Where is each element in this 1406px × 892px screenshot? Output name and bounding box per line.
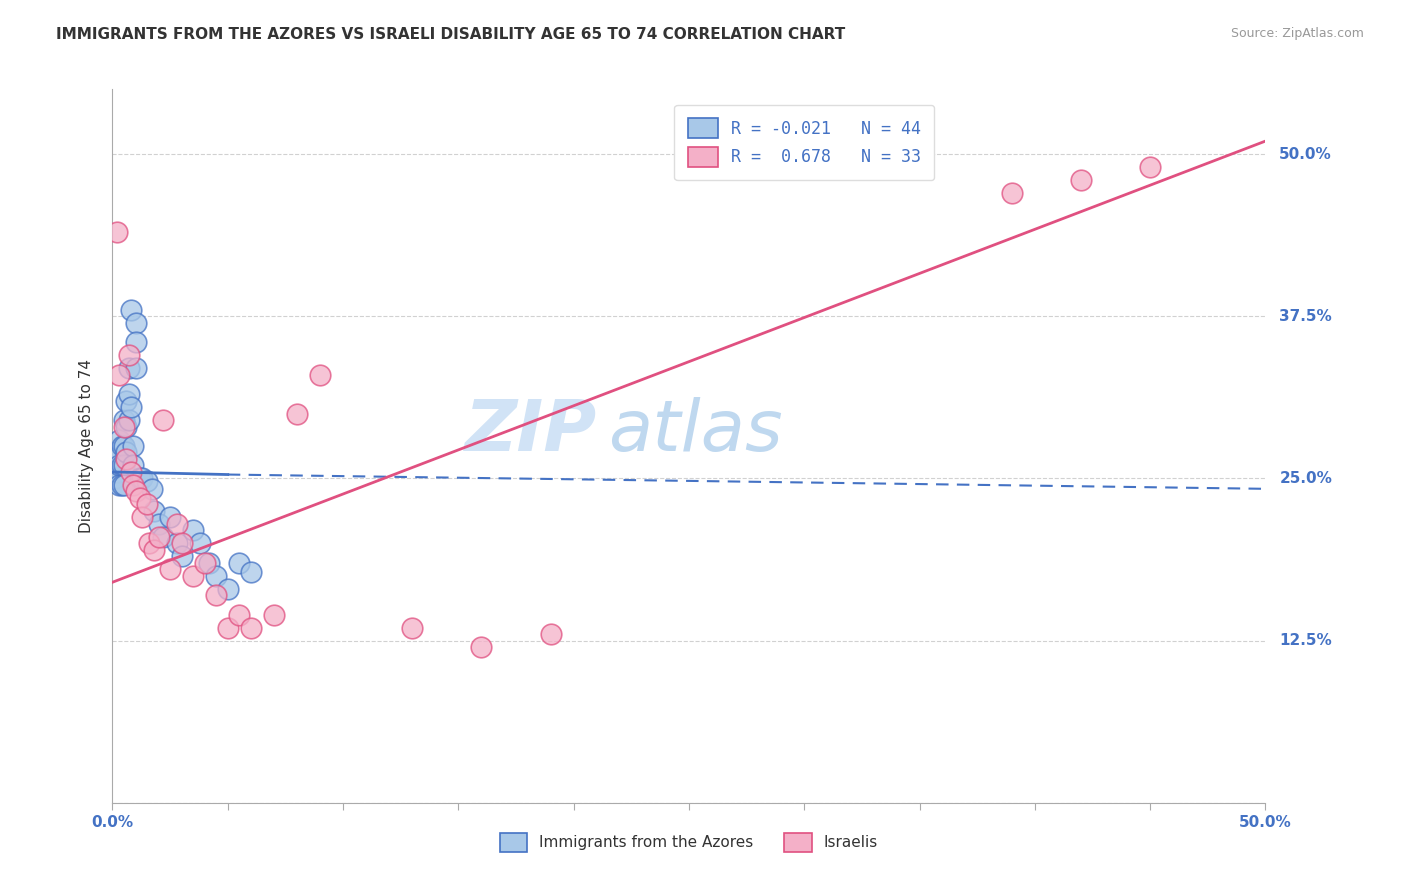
Text: 12.5%: 12.5% <box>1279 633 1331 648</box>
Point <box>129 471 152 485</box>
Point <box>205 588 228 602</box>
Point <box>228 607 250 622</box>
Text: Source: ZipAtlas.com: Source: ZipAtlas.com <box>1230 27 1364 40</box>
Point <box>117 387 139 401</box>
Legend: Immigrants from the Azores, Israelis: Immigrants from the Azores, Israelis <box>492 825 886 859</box>
Point <box>148 516 170 531</box>
Point <box>105 445 128 459</box>
Point <box>124 484 146 499</box>
Point <box>285 407 308 421</box>
Point <box>540 627 562 641</box>
Point <box>188 536 211 550</box>
Point <box>117 413 139 427</box>
Point <box>166 516 188 531</box>
Point <box>115 393 138 408</box>
Point <box>143 542 166 557</box>
Point <box>122 439 145 453</box>
Point <box>159 562 181 576</box>
Point <box>108 433 131 447</box>
Point <box>120 465 142 479</box>
Point <box>124 335 146 350</box>
Point <box>117 348 139 362</box>
Point <box>104 471 127 485</box>
Point <box>309 368 332 382</box>
Point <box>122 458 145 473</box>
Text: IMMIGRANTS FROM THE AZORES VS ISRAELI DISABILITY AGE 65 TO 74 CORRELATION CHART: IMMIGRANTS FROM THE AZORES VS ISRAELI DI… <box>56 27 845 42</box>
Point <box>136 474 159 488</box>
Point <box>112 419 135 434</box>
Point <box>122 478 145 492</box>
Point <box>138 536 160 550</box>
Point <box>263 607 285 622</box>
Point <box>228 556 250 570</box>
Point <box>117 361 139 376</box>
Point <box>108 368 131 382</box>
Point <box>143 504 166 518</box>
Point <box>205 568 228 582</box>
Point <box>131 471 153 485</box>
Point <box>105 465 128 479</box>
Point <box>1001 186 1024 200</box>
Point <box>141 482 163 496</box>
Point <box>1139 160 1161 174</box>
Point <box>111 478 134 492</box>
Text: 50.0%: 50.0% <box>1279 146 1331 161</box>
Point <box>170 536 193 550</box>
Text: atlas: atlas <box>609 397 783 467</box>
Point <box>170 549 193 564</box>
Point <box>131 510 153 524</box>
Point <box>136 497 159 511</box>
Point <box>129 491 152 505</box>
Point <box>112 413 135 427</box>
Point <box>159 510 181 524</box>
Point <box>1070 173 1092 187</box>
Point <box>152 413 174 427</box>
Point <box>104 452 127 467</box>
Point <box>217 582 239 596</box>
Point <box>124 316 146 330</box>
Point <box>120 400 142 414</box>
Point <box>217 621 239 635</box>
Point <box>239 565 262 579</box>
Point <box>112 439 135 453</box>
Point <box>108 478 131 492</box>
Point <box>239 621 262 635</box>
Text: ZIP: ZIP <box>464 397 596 467</box>
Point <box>105 225 128 239</box>
Point <box>108 458 131 473</box>
Point <box>470 640 492 654</box>
Point <box>115 445 138 459</box>
Point <box>152 530 174 544</box>
Point <box>112 458 135 473</box>
Point <box>115 419 138 434</box>
Point <box>112 478 135 492</box>
Text: 37.5%: 37.5% <box>1279 309 1331 324</box>
Point <box>194 556 217 570</box>
Point <box>115 452 138 467</box>
Point <box>401 621 423 635</box>
Point <box>198 556 221 570</box>
Point <box>111 439 134 453</box>
Y-axis label: Disability Age 65 to 74: Disability Age 65 to 74 <box>79 359 94 533</box>
Point <box>166 536 188 550</box>
Point <box>148 530 170 544</box>
Point <box>120 302 142 317</box>
Point <box>124 361 146 376</box>
Point <box>181 568 204 582</box>
Text: 25.0%: 25.0% <box>1279 471 1331 486</box>
Point <box>181 524 204 538</box>
Point <box>111 458 134 473</box>
